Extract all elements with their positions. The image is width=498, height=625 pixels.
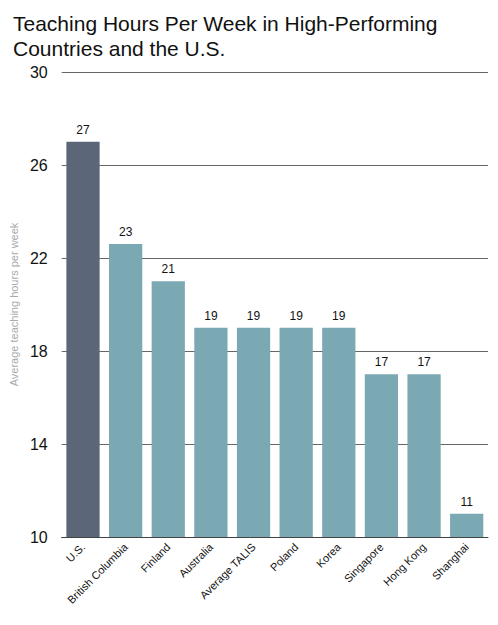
svg-text:Average TALIS: Average TALIS <box>197 541 257 601</box>
svg-text:Countries and the U.S.: Countries and the U.S. <box>13 37 225 60</box>
svg-text:11: 11 <box>460 495 473 509</box>
svg-text:Teaching Hours Per Week in Hig: Teaching Hours Per Week in High-Performi… <box>13 12 443 35</box>
svg-text:U.S.: U.S. <box>64 541 88 565</box>
svg-text:19: 19 <box>247 309 261 323</box>
svg-text:27: 27 <box>76 123 90 137</box>
svg-text:Australia: Australia <box>176 540 215 579</box>
svg-text:23: 23 <box>119 225 133 239</box>
svg-text:Hong Kong: Hong Kong <box>381 541 428 588</box>
svg-text:British Columbia: British Columbia <box>65 540 131 606</box>
svg-text:19: 19 <box>289 309 303 323</box>
svg-text:14: 14 <box>30 436 48 453</box>
svg-text:19: 19 <box>204 309 218 323</box>
svg-text:19: 19 <box>332 309 346 323</box>
svg-text:30: 30 <box>30 64 48 81</box>
svg-text:17: 17 <box>417 355 431 369</box>
svg-text:Finland: Finland <box>139 541 173 575</box>
svg-text:Shanghai: Shanghai <box>430 541 471 582</box>
svg-text:Average teaching hours per wee: Average teaching hours per week <box>8 222 20 386</box>
svg-text:21: 21 <box>162 262 176 276</box>
svg-text:22: 22 <box>30 250 48 267</box>
svg-text:Korea: Korea <box>314 540 344 570</box>
svg-text:10: 10 <box>30 529 48 546</box>
svg-text:26: 26 <box>30 157 48 174</box>
svg-text:Singapore: Singapore <box>342 541 386 585</box>
svg-text:17: 17 <box>375 355 389 369</box>
svg-text:18: 18 <box>30 343 48 360</box>
svg-text:Poland: Poland <box>268 541 301 574</box>
